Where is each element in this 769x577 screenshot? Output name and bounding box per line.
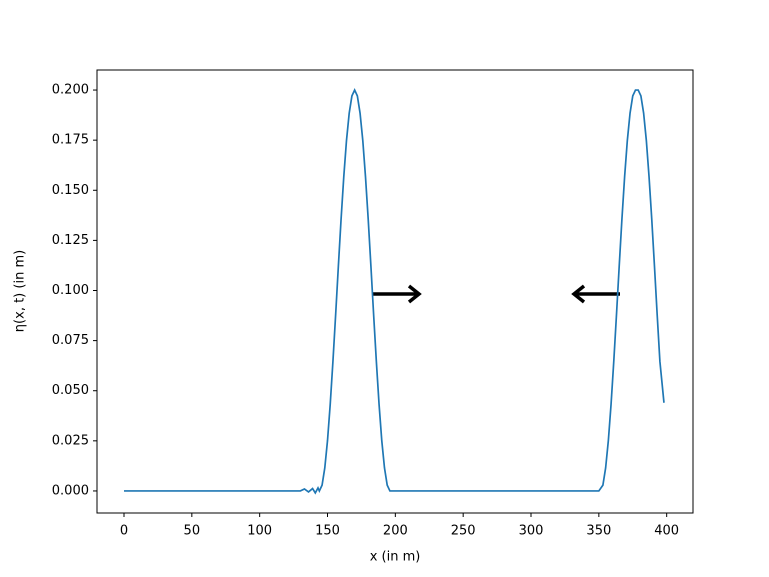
y-tick-label: 0.050 (52, 383, 89, 398)
arrows (373, 284, 620, 304)
arrow-head (571, 284, 586, 304)
x-tick-label: 50 (184, 524, 201, 539)
x-tick-label: 0 (120, 524, 128, 539)
x-tick-label: 150 (315, 524, 340, 539)
data-line (124, 88, 665, 495)
x-axis-label: x (in m) (370, 550, 421, 565)
y-tick-label: 0.175 (52, 133, 89, 148)
x-tick-label: 200 (383, 524, 408, 539)
y-tick-label: 0.200 (52, 83, 89, 98)
y-tick-label: 0.000 (52, 483, 89, 498)
arrow-head (407, 284, 422, 304)
y-tick-label: 0.100 (52, 283, 89, 298)
y-tick-label: 0.125 (52, 233, 89, 248)
x-tick-label: 100 (247, 524, 272, 539)
x-tick-label: 350 (586, 524, 611, 539)
x-tick-label: 400 (654, 524, 679, 539)
y-tick-label: 0.075 (52, 333, 89, 348)
plot-frame (96, 69, 694, 514)
y-tick-label: 0.025 (52, 433, 89, 448)
x-tick-label: 250 (451, 524, 476, 539)
y-tick-label: 0.150 (52, 183, 89, 198)
y-axis-label: η(x, t) (in m) (13, 250, 28, 332)
x-tick-label: 300 (519, 524, 544, 539)
